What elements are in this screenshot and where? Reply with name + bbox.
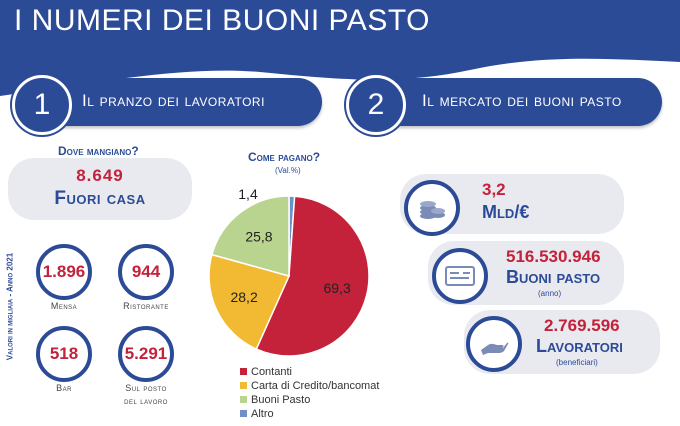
pie-label-carta: 28,2 [230,289,257,305]
legend-label-carta: Carta di Credito/bancomat [251,380,380,392]
stat-posto-lavoro-value: 5.291 [118,326,174,382]
legend-swatch-buoni-pasto [240,395,247,403]
fuori-casa-value: 8.649 [76,166,124,185]
pie-slice-contanti [255,195,370,357]
coins-icon [404,180,460,236]
section-2-number: 2 [346,75,406,135]
legend-item-contanti: Contanti [240,366,292,378]
legend-swatch-altro [240,409,247,417]
stat-posto-lavoro-label-line2: del lavoro [124,396,168,406]
stat-ristorante-label: Ristorante [123,301,169,311]
coins-icon-svg [420,201,445,219]
legend-swatch-carta [240,381,247,389]
legend-label-contanti: Contanti [251,366,292,378]
pie-label-contanti: 69,3 [323,280,350,296]
header-background [0,0,680,96]
market-value-unit: Mld/€ [482,202,530,222]
page-title: I NUMERI DEI BUONI PASTO [14,4,430,37]
values-note: Valori in migliaia - Anno 2021 [5,252,15,361]
pie-label-buoni-pasto: 25,8 [245,229,272,245]
stat-bar-label: Bar [56,383,72,393]
section-1-header: Il pranzo dei lavoratori [36,78,322,126]
stat-mensa-label: Mensa [50,301,78,311]
legend-item-altro: Altro [240,408,274,420]
section-1-number: 1 [12,75,72,135]
come-subheading: (Val.%) [275,166,301,175]
fuori-casa-label: Fuori casa [54,188,146,209]
market-value-amount: 3,2 [482,180,506,199]
pie-label-altro: 1,4 [238,186,258,202]
stat-bar-value: 518 [36,326,92,382]
stat-posto-lavoro-label: Sul posto del lavoro [104,382,188,408]
payment-pie-chart: 1,4 69,3 28,2 25,8 [208,186,370,357]
pie-slice-buoni-pasto [210,195,290,277]
legend-item-carta: Carta di Credito/bancomat [240,380,379,392]
hand-icon [466,316,522,372]
stat-posto-lavoro-label-line1: Sul posto [125,383,167,393]
section-1-label: Il pranzo dei lavoratori [82,91,265,110]
check-icon-svg [445,266,475,286]
buoni-note: (anno) [538,289,562,298]
check-icon [432,248,488,304]
lavoratori-note: (beneficiari) [556,358,598,367]
hand-icon-svg [481,342,509,355]
legend-label-buoni-pasto: Buoni Pasto [251,394,311,406]
section-2-label: Il mercato dei buoni pasto [422,91,622,110]
lavoratori-amount: 2.769.596 [544,316,620,335]
dove-heading: Dove mangiano? [58,144,139,158]
come-heading: Come pagano? [248,150,321,164]
stat-mensa-value: 1.896 [36,244,92,300]
legend-item-buoni-pasto: Buoni Pasto [240,394,310,406]
stat-ristorante-value: 944 [118,244,174,300]
lavoratori-label: Lavoratori [536,336,623,356]
legend-label-altro: Altro [251,408,274,420]
legend-swatch-contanti [240,367,247,375]
buoni-label: Buoni pasto [506,267,601,287]
section-2-header: Il mercato dei buoni pasto [370,78,662,126]
fuori-casa-card: 8.649 Fuori casa [8,158,192,220]
pie-slice-carta [208,253,291,351]
buoni-amount: 516.530.946 [506,247,601,266]
